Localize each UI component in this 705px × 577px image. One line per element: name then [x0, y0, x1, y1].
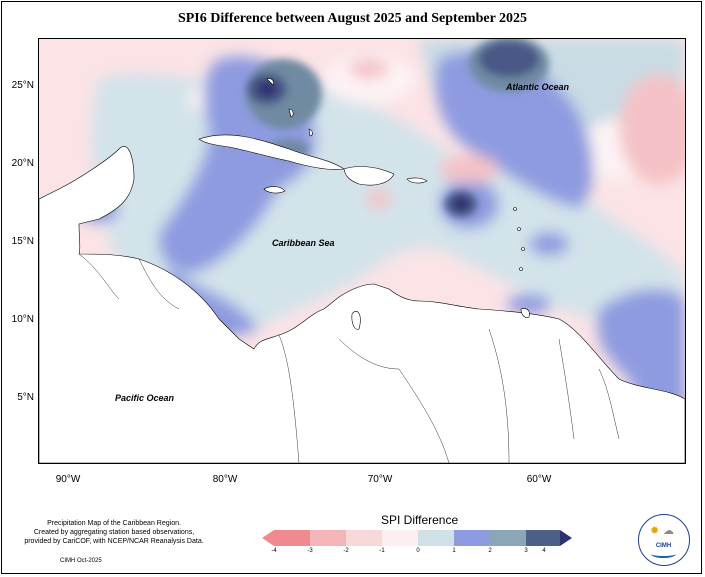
- legend-swatch: [454, 530, 490, 546]
- cimh-logo-icon: ✹ ☁ CIMH: [638, 514, 690, 566]
- credits-date: CIMH Oct-2025: [60, 558, 102, 564]
- legend-swatch: [526, 530, 560, 546]
- x-tick-70w: 70°W: [367, 474, 393, 485]
- legend-swatch: [310, 530, 346, 546]
- credits-line-2: Created by aggregating station based obs…: [33, 529, 195, 536]
- y-tick-15n: 15°N: [11, 236, 34, 247]
- label-pacific-ocean: Pacific Ocean: [115, 393, 175, 403]
- y-tick-25n: 25°N: [11, 80, 34, 91]
- legend-arrow-right: [560, 530, 572, 546]
- logo-text: CIMH: [655, 543, 672, 549]
- sun-icon: ✹: [650, 525, 660, 537]
- legend-tick: 4: [542, 548, 546, 554]
- x-tick-90w: 90°W: [55, 474, 81, 485]
- legend-tick: 2: [488, 548, 492, 554]
- label-caribbean-sea: Caribbean Sea: [272, 238, 335, 248]
- legend-tick: 3: [524, 548, 528, 554]
- legend-swatch: [274, 530, 310, 546]
- label-atlantic-ocean: Atlantic Ocean: [506, 82, 570, 92]
- legend-swatch: [346, 530, 382, 546]
- legend-swatch: [490, 530, 526, 546]
- color-legend: [262, 530, 572, 551]
- legend-tick: -3: [307, 548, 313, 554]
- legend-tick: 1: [452, 548, 456, 554]
- legend-tick: 0: [416, 548, 420, 554]
- cloud-icon: ☁: [663, 525, 674, 537]
- y-tick-5n: 5°N: [17, 392, 34, 403]
- legend-tick: -4: [271, 548, 277, 554]
- legend-swatch: [382, 530, 418, 546]
- credits-line-1: Precipitation Map of the Caribbean Regio…: [47, 520, 181, 527]
- legend-arrow-left: [262, 530, 274, 546]
- y-tick-20n: 20°N: [11, 158, 34, 169]
- x-tick-80w: 80°W: [212, 474, 238, 485]
- spi-map: [38, 38, 686, 464]
- map-title: SPI6 Difference between August 2025 and …: [177, 11, 528, 26]
- credits-line-3: provided by CariCOF, with NCEP/NCAR Rean…: [24, 538, 204, 545]
- y-tick-10n: 10°N: [11, 314, 34, 325]
- legend-title: SPI Difference: [381, 513, 459, 527]
- wave-icon: [651, 550, 676, 558]
- x-tick-60w: 60°W: [526, 474, 552, 485]
- legend-tick: -2: [343, 548, 349, 554]
- credits-text: Precipitation Map of the Caribbean Regio…: [14, 519, 214, 546]
- legend-tick: -1: [379, 548, 385, 554]
- legend-swatch: [418, 530, 454, 546]
